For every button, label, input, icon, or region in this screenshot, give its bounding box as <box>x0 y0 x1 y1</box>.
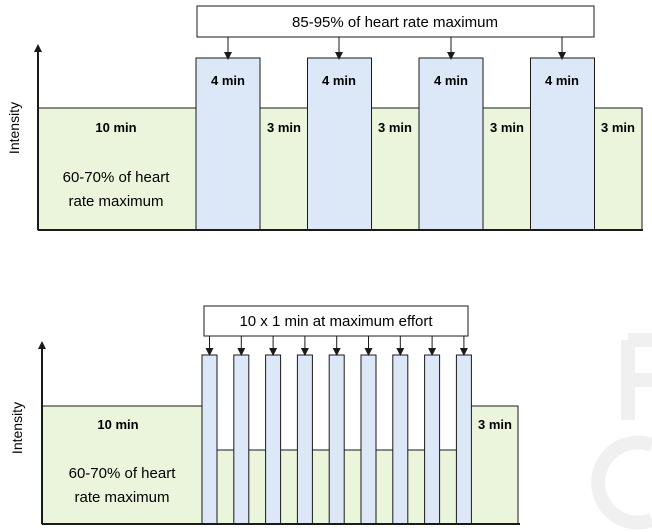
top-interval-label-4: 4 min <box>545 73 579 88</box>
bottom-sprint-bar <box>360 354 377 525</box>
bottom-sprint-bar <box>201 354 218 525</box>
top-recovery-block <box>259 107 308 231</box>
top-axis-label: Intensity <box>6 102 22 154</box>
bottom-callout-arrows <box>205 336 468 356</box>
bottom-sprint-bar <box>424 354 441 525</box>
top-interval-label-3: 4 min <box>434 73 468 88</box>
bottom-sprint-bar <box>265 354 282 525</box>
top-interval-label-2: 4 min <box>322 73 356 88</box>
bottom-sprint-bar <box>296 354 313 525</box>
top-warmup-block <box>37 107 197 231</box>
top-interval-block <box>530 57 595 231</box>
bottom-cooldown-block <box>469 405 519 525</box>
bottom-sprint-bar <box>392 354 409 525</box>
bottom-warmup-intensity-line2: rate maximum <box>74 489 169 506</box>
top-interval-block <box>418 57 484 231</box>
top-interval-block <box>195 57 261 231</box>
top-callout-text: 85-95% of heart rate maximum <box>292 14 498 31</box>
top-warmup-intensity-line2: rate maximum <box>68 193 163 210</box>
top-warmup-intensity-line1: 60-70% of heart <box>63 169 171 186</box>
bottom-callout-box <box>203 305 469 337</box>
top-recovery-label-2: 3 min <box>378 120 412 135</box>
bottom-sprint-bar <box>233 354 250 525</box>
bottom-axis-label: Intensity <box>9 402 25 454</box>
top-diagram: Intensity 10 min 60-70% of heart rate ma… <box>6 5 643 231</box>
watermark <box>591 333 652 530</box>
top-recovery-label-1: 3 min <box>267 120 301 135</box>
bottom-cooldown-duration: 3 min <box>478 417 512 432</box>
top-callout-arrows <box>224 37 566 60</box>
top-recovery-label-3: 3 min <box>490 120 524 135</box>
bottom-warmup-duration: 10 min <box>97 417 138 432</box>
top-interval-label-1: 4 min <box>211 73 245 88</box>
bottom-diagram: Intensity 10 min 60-70% of heart rate ma… <box>9 305 520 525</box>
bottom-sprint-bar <box>455 354 472 525</box>
top-recovery-label-4: 3 min <box>601 120 635 135</box>
bottom-warmup-block <box>41 405 203 525</box>
top-callout-box <box>196 5 595 38</box>
top-interval-block <box>307 57 372 231</box>
bottom-sprint-bar <box>328 354 345 525</box>
top-warmup-duration: 10 min <box>95 120 136 135</box>
bottom-sprint-bars <box>201 354 472 525</box>
bottom-callout-text: 10 x 1 min at maximum effort <box>239 313 433 330</box>
top-interval-blocks <box>195 57 643 231</box>
bottom-warmup-intensity-line1: 60-70% of heart <box>69 465 177 482</box>
